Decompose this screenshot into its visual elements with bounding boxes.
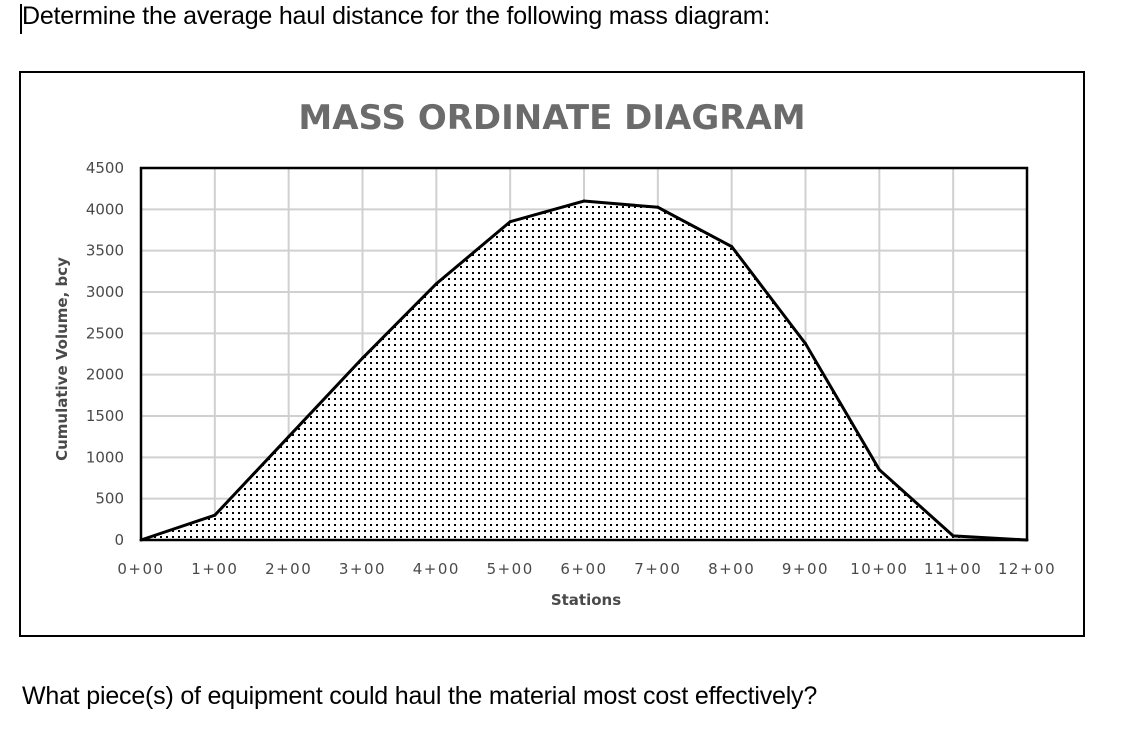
x-tick-label: 2+00 bbox=[265, 560, 312, 578]
x-axis-label: Stations bbox=[551, 591, 621, 609]
x-tick-label: 8+00 bbox=[708, 560, 755, 578]
plot-area-border bbox=[139, 166, 1029, 542]
text-cursor bbox=[20, 4, 22, 34]
y-tick-label: 500 bbox=[95, 490, 124, 508]
y-tick-label: 3500 bbox=[86, 242, 124, 260]
area-fill bbox=[141, 201, 1027, 541]
data-point-7+00 bbox=[656, 205, 660, 209]
y-tick-label: 4500 bbox=[86, 159, 124, 177]
y-tick-label: 1000 bbox=[86, 448, 124, 466]
data-point-6+00 bbox=[582, 199, 586, 203]
x-tick-label: 3+00 bbox=[339, 560, 386, 578]
mass-diagram-chart: MASS ORDINATE DIAGRAM 0 500 1000 1500 2000 25… bbox=[53, 98, 1056, 609]
data-point-10+00 bbox=[877, 468, 881, 472]
x-tick-label: 10+00 bbox=[850, 560, 908, 578]
x-tick-label: 1+00 bbox=[191, 560, 238, 578]
x-tick-label: 4+00 bbox=[413, 560, 460, 578]
x-tick-label: 11+00 bbox=[924, 560, 982, 578]
data-point-5+00 bbox=[508, 220, 512, 224]
x-tick-label: 9+00 bbox=[782, 560, 829, 578]
y-tick-label: 0 bbox=[114, 531, 124, 549]
x-tick-label: 12+00 bbox=[998, 560, 1056, 578]
x-axis-ticks: 0+00 1+00 2+00 3+00 4+00 5+00 6+00 7+00 8+00 9+00… bbox=[117, 560, 1056, 578]
chart-title: MASS ORDINATE DIAGRAM bbox=[298, 98, 805, 138]
data-point-9+00 bbox=[804, 342, 807, 346]
x-tick-label: 7+00 bbox=[634, 560, 681, 578]
y-axis-ticks: 0 500 1000 1500 2000 2500 3000 3500 4000 4500 bbox=[86, 159, 124, 549]
y-tick-label: 1500 bbox=[86, 407, 124, 425]
y-tick-label: 3000 bbox=[86, 283, 124, 301]
y-tick-label: 2500 bbox=[86, 324, 124, 342]
data-point-4+00 bbox=[434, 282, 438, 286]
data-point-3+00 bbox=[361, 356, 364, 360]
question-average-haul: Determine the average haul distance for … bbox=[22, 2, 771, 30]
x-tick-label: 0+00 bbox=[117, 560, 164, 578]
y-tick-label: 4000 bbox=[86, 200, 124, 218]
y-axis-label: Cumulative Volume, bcy bbox=[53, 257, 71, 461]
chart-frame: MASS ORDINATE DIAGRAM 0 500 1000 1500 2000 25… bbox=[19, 71, 1085, 637]
y-tick-label: 2000 bbox=[86, 366, 124, 384]
data-point-1+00 bbox=[213, 513, 217, 517]
x-tick-label: 5+00 bbox=[487, 560, 534, 578]
data-point-11+00 bbox=[951, 534, 955, 538]
data-point-2+00 bbox=[287, 435, 291, 439]
data-point-8+00 bbox=[730, 245, 734, 249]
x-tick-label: 6+00 bbox=[560, 560, 607, 578]
question-equipment: What piece(s) of equipment could haul th… bbox=[22, 682, 818, 710]
